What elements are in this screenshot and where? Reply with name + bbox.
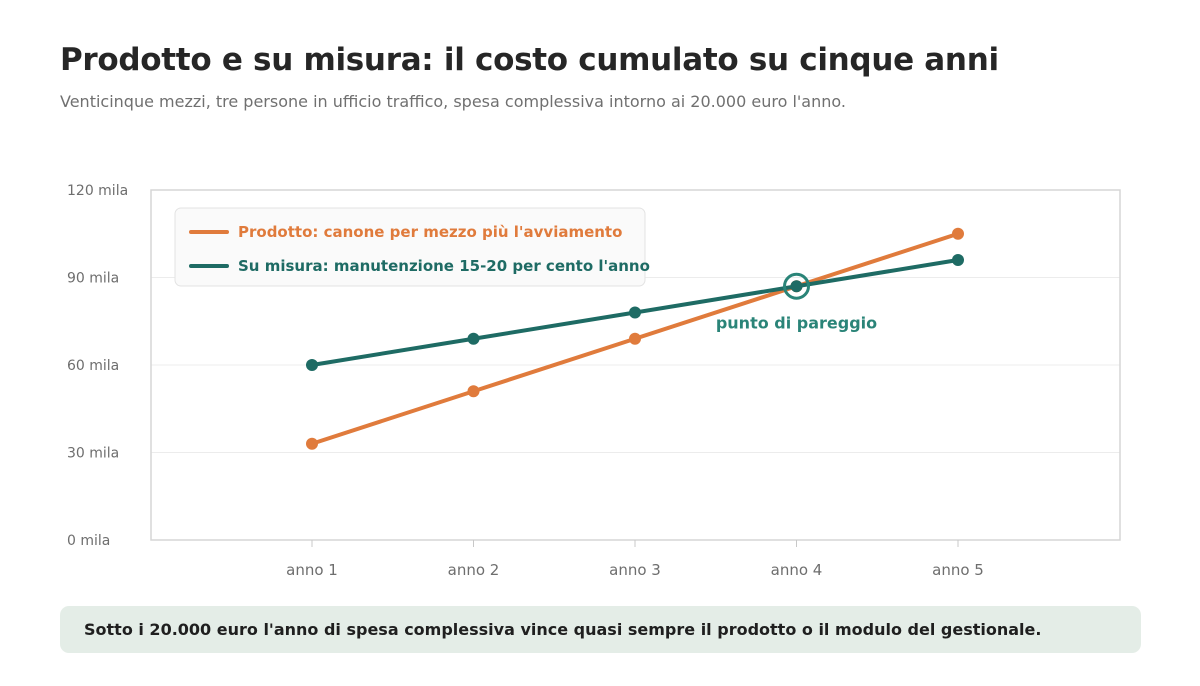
- chart-title: Prodotto e su misura: il costo cumulato …: [60, 42, 999, 78]
- chart-subtitle: Venticinque mezzi, tre persone in uffici…: [60, 92, 846, 111]
- x-axis: anno 1 anno 2 anno 3 anno 4 anno 5: [286, 540, 984, 579]
- y-tick-label: 90 mila: [67, 271, 119, 287]
- legend: Prodotto: canone per mezzo più l'avviame…: [174, 207, 650, 287]
- data-point: [952, 254, 964, 266]
- y-tick-label: 0 mila: [67, 533, 110, 549]
- data-point: [467, 332, 480, 345]
- data-point: [467, 385, 480, 398]
- data-point: [306, 437, 318, 450]
- annotation-layer: punto di pareggio: [716, 272, 877, 332]
- x-tick-label: anno 3: [609, 561, 661, 579]
- x-tick-label: anno 4: [771, 561, 823, 579]
- data-point: [952, 227, 964, 240]
- takeaway-callout: Sotto i 20.000 euro l'anno di spesa comp…: [60, 606, 1141, 653]
- x-tick-label: anno 5: [932, 561, 984, 579]
- series-2: [306, 254, 964, 371]
- y-tick-label: 30 mila: [67, 446, 119, 462]
- legend-box: [174, 207, 646, 287]
- legend-label: Su misura: manutenzione 15-20 per cento …: [238, 257, 650, 275]
- data-point: [790, 280, 803, 293]
- break-even-marker: [783, 272, 810, 300]
- legend-label: Prodotto: canone per mezzo più l'avviame…: [238, 223, 622, 241]
- x-tick-label: anno 2: [448, 561, 500, 579]
- data-point: [629, 332, 641, 345]
- break-even-label: punto di pareggio: [716, 313, 877, 332]
- data-point: [306, 359, 318, 371]
- data-point: [629, 306, 641, 319]
- callout-text: Sotto i 20.000 euro l'anno di spesa comp…: [84, 620, 1042, 639]
- x-tick-label: anno 1: [286, 561, 338, 579]
- series-layer: [306, 227, 964, 450]
- grid-layer: [151, 277, 1120, 453]
- line-chart: 0 mila 30 mila 60 mila 90 mila 120 mila anno…: [67, 183, 1121, 579]
- y-tick-label: 60 mila: [67, 358, 119, 374]
- y-axis: 0 mila 30 mila 60 mila 90 mila 120 mila: [67, 183, 128, 549]
- y-tick-label: 120 mila: [67, 183, 128, 199]
